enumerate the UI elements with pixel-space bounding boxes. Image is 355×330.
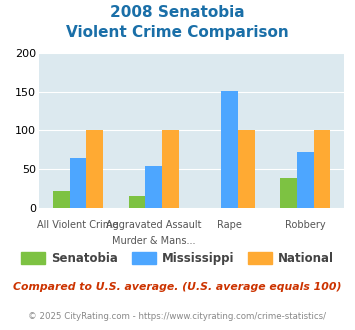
Bar — [146, 166, 162, 208]
Legend: Senatobia, Mississippi, National: Senatobia, Mississippi, National — [17, 247, 338, 270]
Text: 2008 Senatobia: 2008 Senatobia — [110, 5, 245, 20]
Text: Compared to U.S. average. (U.S. average equals 100): Compared to U.S. average. (U.S. average … — [13, 282, 342, 292]
Text: All Violent Crime: All Violent Crime — [37, 220, 119, 230]
Text: Violent Crime Comparison: Violent Crime Comparison — [66, 25, 289, 40]
Bar — [162, 130, 179, 208]
Bar — [238, 130, 255, 208]
Bar — [221, 91, 238, 208]
Text: Rape: Rape — [217, 220, 242, 230]
Bar — [314, 130, 331, 208]
Bar — [70, 158, 86, 208]
Bar — [280, 178, 297, 208]
Bar — [53, 191, 70, 208]
Text: Murder & Mans...: Murder & Mans... — [112, 236, 196, 246]
Text: Aggravated Assault: Aggravated Assault — [106, 220, 202, 230]
Bar — [297, 152, 314, 208]
Bar — [129, 196, 146, 208]
Text: © 2025 CityRating.com - https://www.cityrating.com/crime-statistics/: © 2025 CityRating.com - https://www.city… — [28, 312, 327, 321]
Bar — [86, 130, 103, 208]
Text: Robbery: Robbery — [285, 220, 326, 230]
